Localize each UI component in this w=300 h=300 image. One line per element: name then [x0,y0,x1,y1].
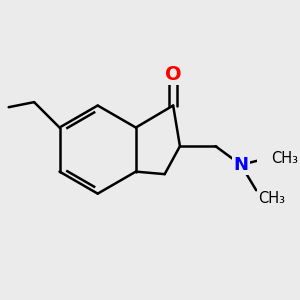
Text: N: N [233,156,248,174]
Text: O: O [165,65,182,84]
Text: CH₃: CH₃ [272,151,298,166]
Text: CH₃: CH₃ [258,191,285,206]
